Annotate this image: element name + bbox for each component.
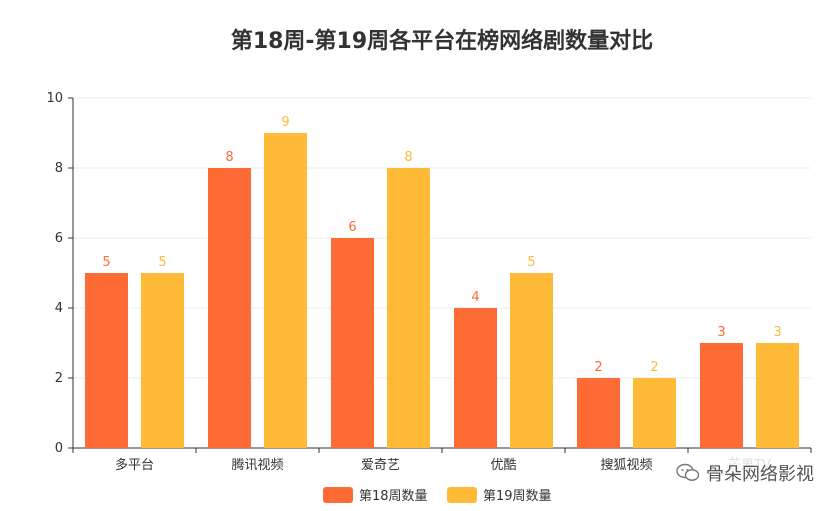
data-label: 2 [650,360,658,375]
watermark-text: 骨朵网络影视 [706,464,814,485]
watermark: 骨朵网络影视 [672,458,818,488]
data-label: 9 [281,115,289,130]
bar [633,378,676,448]
wechat-icon [676,463,700,481]
x-category-label: 多平台 [115,457,154,473]
bar [387,168,430,448]
axes: 0246810多平台腾讯视频爱奇艺优酷搜狐视频芒果TV [46,91,812,473]
y-tick-label: 10 [46,91,63,106]
legend-label[interactable]: 第19周数量 [483,489,552,504]
bar [85,273,128,448]
y-tick-label: 6 [55,231,63,246]
data-label: 5 [527,255,535,270]
x-category-label: 腾讯视频 [231,457,283,473]
data-label: 3 [773,325,781,340]
legend[interactable]: 第18周数量 第19周数量 [323,487,552,504]
legend-swatch[interactable] [447,487,477,503]
x-category-label: 优酷 [490,458,516,473]
bar [700,343,743,448]
y-tick-label: 0 [55,441,63,456]
bar [756,343,799,448]
y-tick-label: 8 [55,161,63,176]
data-label: 6 [348,220,356,235]
bar [141,273,184,448]
bar [510,273,553,448]
data-label: 3 [717,325,725,340]
bar [264,133,307,448]
data-label: 4 [471,290,479,305]
y-tick-label: 2 [55,371,63,386]
legend-label[interactable]: 第18周数量 [359,489,428,504]
data-label: 5 [158,255,166,270]
bar [331,238,374,448]
data-label: 8 [404,150,412,165]
bar [454,308,497,448]
data-label: 8 [225,150,233,165]
data-label: 5 [102,255,110,270]
legend-swatch[interactable] [323,487,353,503]
x-category-label: 爱奇艺 [361,457,400,473]
bars [85,133,799,448]
x-category-label: 搜狐视频 [600,458,652,473]
bar [577,378,620,448]
bar [208,168,251,448]
data-label: 2 [594,360,602,375]
y-tick-label: 4 [55,301,63,316]
chart-title: 第18周-第19周各平台在榜网络剧数量对比 [231,28,653,54]
grid-lines [73,97,811,379]
data-labels: 5 5 8 9 6 8 4 5 2 2 3 3 [102,115,781,375]
